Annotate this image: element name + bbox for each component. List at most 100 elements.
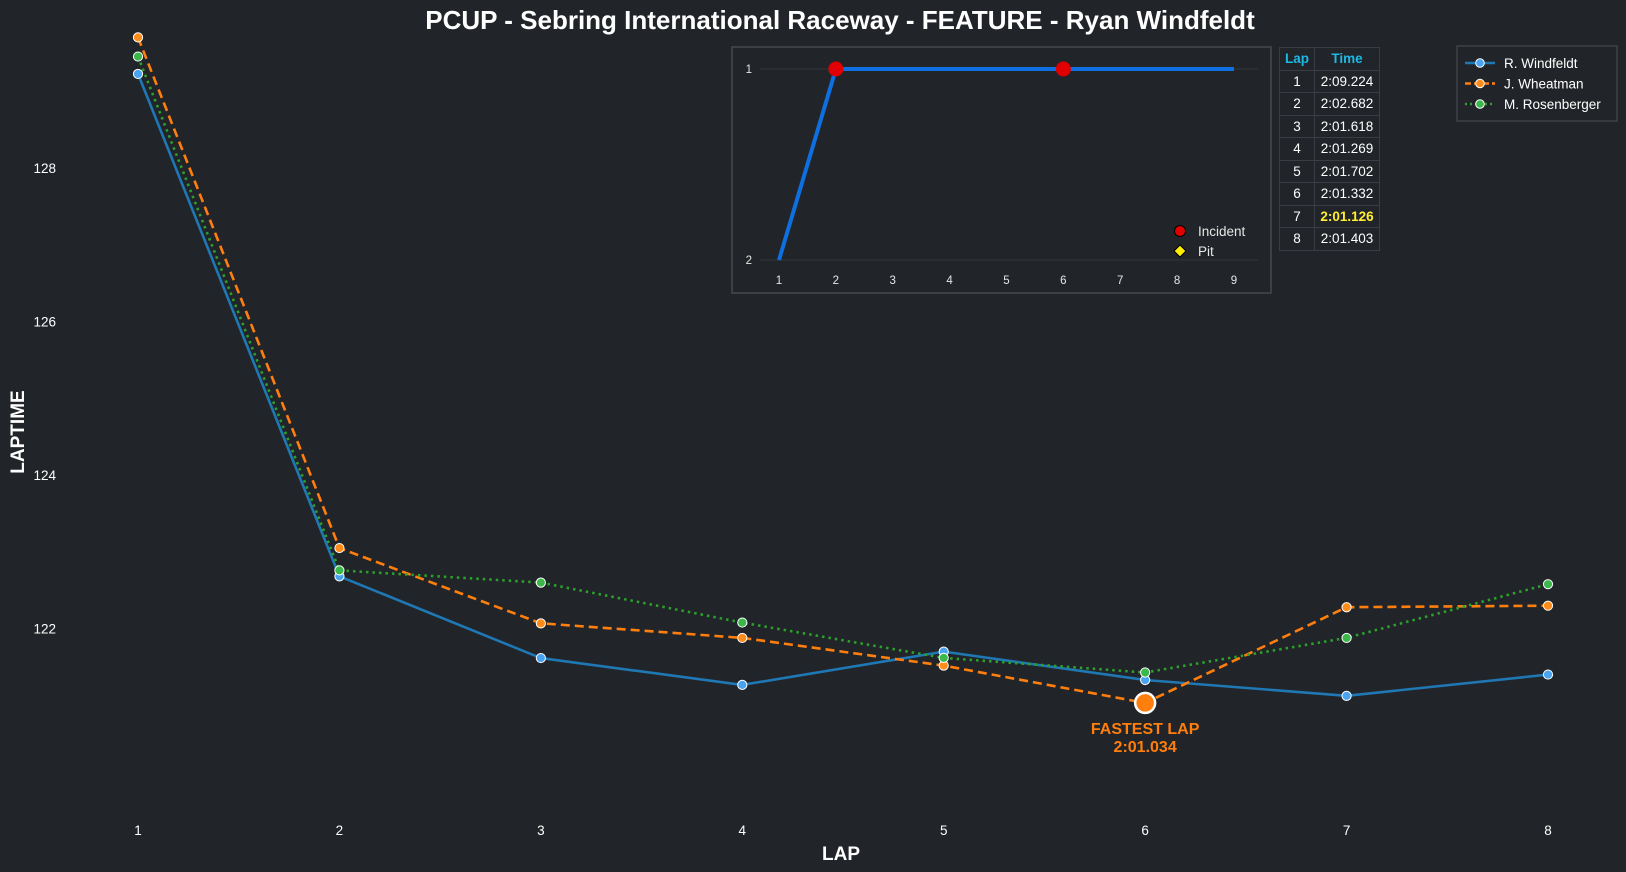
- data-point: [535, 577, 546, 588]
- x-tick-label: 3: [537, 823, 545, 838]
- time-header: Time: [1314, 47, 1380, 71]
- incident-marker: [1055, 61, 1071, 77]
- y-tick-label: 124: [33, 468, 56, 483]
- lap-time-cell: 2:01.332: [1314, 182, 1380, 206]
- chart-title: PCUP - Sebring International Raceway - F…: [425, 5, 1255, 35]
- inset-legend-label: Incident: [1198, 224, 1246, 239]
- legend-label: J. Wheatman: [1504, 77, 1584, 92]
- legend-label: M. Rosenberger: [1504, 97, 1601, 112]
- data-point: [535, 652, 546, 664]
- fastest-lap-time: 2:01.034: [1114, 739, 1177, 756]
- data-point: [737, 617, 748, 628]
- table-row: 8 2:01.403: [1279, 227, 1380, 251]
- inset-y-tick-label: 1: [746, 64, 752, 76]
- table-row: 7 2:01.126: [1279, 204, 1380, 228]
- position-line: [777, 67, 1234, 261]
- data-point: [1542, 600, 1554, 611]
- legend: R. Windfeldt J. Wheatman M. Rosenberger: [1456, 45, 1618, 122]
- lap-time-cell: 2:01.618: [1314, 114, 1380, 138]
- inset-x-tick-label: 1: [776, 275, 782, 287]
- inset-x-tick-label: 3: [890, 275, 896, 287]
- data-point: [1140, 667, 1151, 678]
- inset-y-tick-label: 2: [746, 255, 752, 267]
- series-m-rosenberger: [132, 51, 1554, 678]
- x-tick-label: 2: [336, 823, 344, 838]
- fastest-lap-label: FASTEST LAP: [1091, 721, 1200, 738]
- data-point: [737, 632, 748, 644]
- lap-time-cell: 2:01.126: [1314, 204, 1380, 228]
- series-line: [136, 36, 1549, 705]
- lap-number-cell: 4: [1279, 137, 1315, 161]
- data-point: [1341, 690, 1352, 701]
- lap-number-cell: 7: [1279, 204, 1315, 228]
- legend-item: R. Windfeldt: [1465, 56, 1578, 71]
- data-point: [334, 542, 345, 554]
- data-point: [1542, 579, 1554, 590]
- x-tick-label: 4: [739, 823, 747, 838]
- inset-x-tick-label: 4: [946, 275, 953, 287]
- legend-item: M. Rosenberger: [1465, 97, 1601, 112]
- x-tick-label: 8: [1544, 823, 1552, 838]
- lap-header: Lap: [1279, 47, 1315, 71]
- x-tick-label: 6: [1141, 823, 1149, 838]
- y-tick-label: 128: [33, 161, 56, 176]
- lap-number-cell: 6: [1279, 182, 1315, 206]
- table-row: 3 2:01.618: [1279, 114, 1380, 138]
- laps-table: Lap Time 1 2:09.224 2 2:02.682 3 2:01.618 4 2:0…: [1279, 47, 1380, 251]
- incident-marker: [828, 61, 844, 77]
- lap-time-cell: 2:01.403: [1314, 227, 1380, 251]
- inset-x-tick-label: 6: [1060, 275, 1066, 287]
- x-tick-label: 7: [1343, 823, 1351, 838]
- data-point: [334, 565, 345, 576]
- data-point: [1542, 669, 1554, 680]
- lap-number-cell: 5: [1279, 159, 1315, 183]
- table-row: 2 2:02.682: [1279, 92, 1380, 116]
- inset-x-tick-label: 8: [1174, 275, 1180, 287]
- table-row: 5 2:01.702: [1279, 159, 1380, 183]
- inset-legend-pit: Pit: [1173, 244, 1214, 259]
- lap-number-cell: 8: [1279, 227, 1315, 251]
- y-tick-labels: 122 124 126 128: [33, 161, 56, 637]
- legend-swatch-marker: [1475, 58, 1485, 68]
- inset-x-tick-labels: 1 2 3 4 5 6 7 8 9: [776, 275, 1237, 287]
- table-row: 1 2:09.224: [1279, 69, 1380, 93]
- x-axis-label: LAP: [822, 844, 860, 865]
- inset-legend: Incident Pit: [1173, 224, 1246, 259]
- series-line: [136, 73, 1549, 698]
- fastest-lap-marker: [1133, 691, 1157, 715]
- y-axis-label: LAPTIME: [8, 390, 29, 473]
- inset-y-tick-labels: 12: [746, 64, 752, 267]
- x-tick-labels: 1 2 3 4 5 6 7 8: [134, 823, 1552, 838]
- series-r-windfeldt: [132, 68, 1554, 701]
- series-layer: [132, 32, 1554, 709]
- lap-number-cell: 1: [1279, 69, 1315, 93]
- y-tick-label: 122: [33, 622, 56, 637]
- inset-legend-incident: Incident: [1174, 224, 1246, 239]
- lap-time-cell: 2:01.269: [1314, 137, 1380, 161]
- lap-time-cell: 2:02.682: [1314, 92, 1380, 116]
- data-point: [1341, 602, 1352, 613]
- inset-frame: [731, 46, 1272, 294]
- lap-time-cell: 2:09.224: [1314, 69, 1380, 93]
- x-tick-label: 5: [940, 823, 948, 838]
- inset-legend-label: Pit: [1198, 244, 1214, 259]
- lap-time-cell: 2:01.702: [1314, 159, 1380, 183]
- data-point: [535, 618, 546, 629]
- laps-table-header: Lap Time: [1279, 47, 1380, 71]
- legend-label: R. Windfeldt: [1504, 56, 1578, 71]
- inset-x-tick-label: 9: [1231, 275, 1237, 287]
- pit-icon: [1173, 244, 1187, 258]
- inset-x-tick-label: 7: [1117, 275, 1123, 287]
- legend-item: J. Wheatman: [1465, 77, 1584, 92]
- table-row: 4 2:01.269: [1279, 137, 1380, 161]
- data-point: [132, 51, 144, 62]
- incident-icon: [1174, 225, 1186, 237]
- inset-x-tick-label: 5: [1003, 275, 1009, 287]
- inset-x-tick-label: 2: [833, 275, 839, 287]
- legend-swatch-marker: [1475, 78, 1485, 89]
- data-point: [737, 679, 748, 690]
- data-point: [938, 652, 949, 664]
